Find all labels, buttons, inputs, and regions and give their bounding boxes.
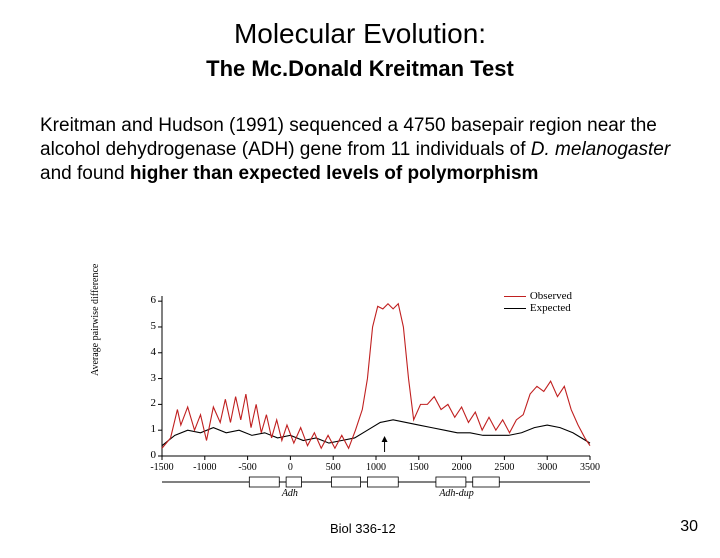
x-tick-label: 2000 xyxy=(452,462,472,473)
footer-page-number: 30 xyxy=(680,518,698,536)
legend-row: Observed xyxy=(504,290,572,302)
para-mid: and found xyxy=(40,163,130,184)
x-tick-label: 0 xyxy=(288,462,293,473)
legend-label: Expected xyxy=(530,302,571,314)
x-tick-label: 500 xyxy=(326,462,341,473)
legend-row: Expected xyxy=(504,302,572,314)
gene-map-label: Adh-dup xyxy=(439,488,473,499)
legend-swatch-observed xyxy=(504,296,526,297)
body-paragraph: Kreitman and Hudson (1991) sequenced a 4… xyxy=(40,114,680,185)
legend-swatch-expected xyxy=(504,308,526,309)
y-tick-label: 1 xyxy=(142,423,156,435)
x-tick-label: 1500 xyxy=(409,462,429,473)
x-tick-label: 3500 xyxy=(580,462,600,473)
x-tick-label: 2500 xyxy=(494,462,514,473)
slide-subtitle: The Mc.Donald Kreitman Test xyxy=(0,56,720,82)
y-tick-label: 5 xyxy=(142,320,156,332)
y-tick-label: 4 xyxy=(142,346,156,358)
legend-label: Observed xyxy=(530,290,572,302)
y-tick-label: 3 xyxy=(142,372,156,384)
polymorphism-chart: Observed Expected Average pairwise diffe… xyxy=(120,288,600,518)
x-tick-label: -1500 xyxy=(150,462,173,473)
chart-svg xyxy=(120,288,600,518)
para-bold: higher than expected levels of polymorph… xyxy=(130,163,539,184)
y-tick-label: 6 xyxy=(142,294,156,306)
x-tick-label: 3000 xyxy=(537,462,557,473)
species-name: D. melanogaster xyxy=(531,139,670,160)
gene-map-label: Adh xyxy=(282,488,298,499)
chart-legend: Observed Expected xyxy=(504,290,572,314)
y-tick-label: 0 xyxy=(142,449,156,461)
x-tick-label: -500 xyxy=(238,462,256,473)
footer-course-code: Biol 336-12 xyxy=(330,521,396,536)
x-tick-label: 1000 xyxy=(366,462,386,473)
y-tick-label: 2 xyxy=(142,397,156,409)
x-tick-label: -1000 xyxy=(193,462,216,473)
slide-title: Molecular Evolution: xyxy=(0,18,720,50)
y-axis-label: Average pairwise difference xyxy=(90,264,101,376)
